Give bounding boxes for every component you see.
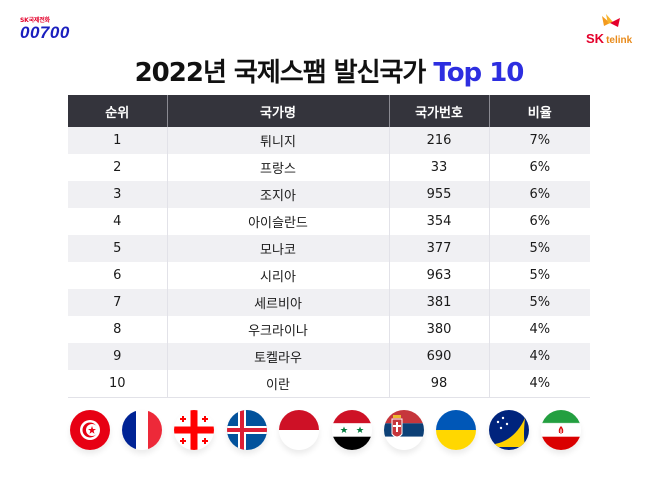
- table-row: 1 튀니지 216 7%: [68, 127, 590, 154]
- table-row: 2 프랑스 33 6%: [68, 154, 590, 181]
- tokelau-flag-icon: [489, 410, 529, 450]
- code-cell: 216: [388, 127, 489, 154]
- ratio-cell: 5%: [488, 289, 590, 316]
- title-main: 2022년 국제스팸 발신국가: [134, 58, 427, 88]
- ratio-cell: 6%: [488, 181, 590, 208]
- table-row: 3 조지아 955 6%: [68, 181, 590, 208]
- logo-sk-text: SK: [586, 31, 605, 46]
- serbia-flag-icon: [384, 410, 424, 450]
- ratio-cell: 6%: [488, 208, 590, 235]
- table-row: 10 이란 98 4%: [68, 370, 590, 398]
- rank-cell: 5: [68, 235, 167, 262]
- page-title: 2022년 국제스팸 발신국가 Top 10: [0, 52, 658, 89]
- ratio-cell: 7%: [488, 127, 590, 154]
- spam-country-table: 순위 국가명 국가번호 비율 1 튀니지 216 7% 2 프랑스 33 6% …: [68, 95, 590, 398]
- ratio-cell: 6%: [488, 154, 590, 181]
- country-cell: 시리아: [166, 262, 389, 289]
- code-cell: 381: [388, 289, 489, 316]
- country-cell: 프랑스: [166, 154, 389, 181]
- france-flag-icon: [122, 410, 162, 450]
- rank-cell: 9: [68, 343, 167, 370]
- rank-cell: 2: [68, 154, 167, 181]
- table-row: 9 토켈라우 690 4%: [68, 343, 590, 370]
- code-cell: 33: [388, 154, 489, 181]
- sk-00700-logo: SK국제전화 00700: [20, 17, 70, 41]
- code-cell: 690: [388, 343, 489, 370]
- code-cell: 380: [388, 316, 489, 343]
- code-cell: 963: [388, 262, 489, 289]
- logo-00700: 00700: [20, 23, 70, 42]
- ukraine-flag-icon: [436, 410, 476, 450]
- flag-row: [70, 410, 590, 454]
- sk-telink-logo: SK telink: [586, 14, 646, 46]
- sk-butterfly-icon: [602, 14, 620, 27]
- table-row: 7 세르비아 381 5%: [68, 289, 590, 316]
- rank-cell: 10: [68, 370, 167, 398]
- ratio-cell: 4%: [488, 316, 590, 343]
- code-cell: 354: [388, 208, 489, 235]
- column-header-code: 국가번호: [388, 95, 489, 127]
- logo-subtitle: SK국제전화: [20, 17, 50, 24]
- rank-cell: 7: [68, 289, 167, 316]
- country-cell: 모나코: [166, 235, 389, 262]
- ratio-cell: 5%: [488, 262, 590, 289]
- table-row: 4 아이슬란드 354 6%: [68, 208, 590, 235]
- ratio-cell: 5%: [488, 235, 590, 262]
- tunisia-flag-icon: [70, 410, 110, 450]
- country-cell: 세르비아: [166, 289, 389, 316]
- country-cell: 튀니지: [166, 127, 389, 154]
- logo-telink-text: telink: [606, 35, 633, 46]
- rank-cell: 4: [68, 208, 167, 235]
- code-cell: 955: [388, 181, 489, 208]
- country-cell: 토켈라우: [166, 343, 389, 370]
- country-cell: 이란: [166, 370, 389, 398]
- country-cell: 우크라이나: [166, 316, 389, 343]
- georgia-flag-icon: [174, 410, 214, 450]
- rank-cell: 6: [68, 262, 167, 289]
- table-header-row: 순위 국가명 국가번호 비율: [68, 95, 590, 127]
- iran-flag-icon: [541, 410, 581, 450]
- country-cell: 조지아: [166, 181, 389, 208]
- rank-cell: 1: [68, 127, 167, 154]
- monaco-flag-icon: [279, 410, 319, 450]
- table-row: 5 모나코 377 5%: [68, 235, 590, 262]
- iceland-flag-icon: [227, 410, 267, 450]
- code-cell: 377: [388, 235, 489, 262]
- rank-cell: 8: [68, 316, 167, 343]
- table-row: 6 시리아 963 5%: [68, 262, 590, 289]
- ratio-cell: 4%: [488, 370, 590, 398]
- table-row: 8 우크라이나 380 4%: [68, 316, 590, 343]
- code-cell: 98: [388, 370, 489, 398]
- column-header-country: 국가명: [166, 95, 389, 127]
- syria-flag-icon: [332, 410, 372, 450]
- ratio-cell: 4%: [488, 343, 590, 370]
- country-cell: 아이슬란드: [166, 208, 389, 235]
- column-header-ratio: 비율: [488, 95, 590, 127]
- rank-cell: 3: [68, 181, 167, 208]
- column-header-rank: 순위: [68, 95, 167, 127]
- title-accent: Top 10: [433, 58, 524, 88]
